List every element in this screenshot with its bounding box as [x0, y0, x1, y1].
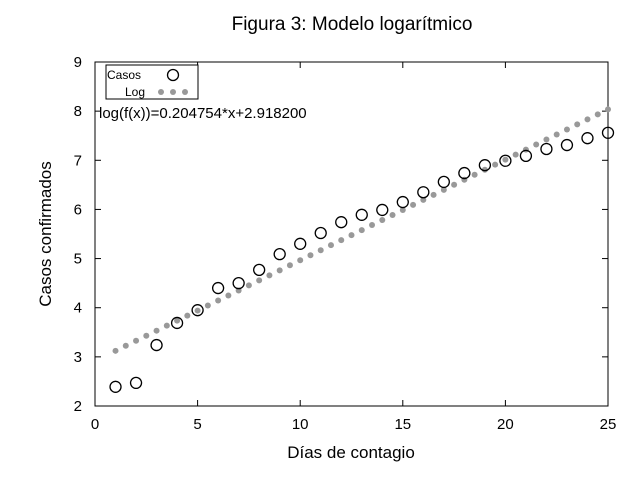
casos-point [499, 154, 512, 167]
casos-point [417, 186, 430, 199]
log-point [163, 322, 170, 329]
legend-label-casos: Casos [107, 68, 141, 82]
log-point [420, 196, 427, 203]
log-point [348, 232, 355, 239]
x-axis-label: Días de contagio [287, 443, 415, 462]
casos-point [396, 195, 409, 209]
casos-point [519, 149, 533, 163]
casos-point [376, 203, 389, 217]
log-point [522, 146, 529, 153]
casos-point [273, 247, 286, 261]
log-point [225, 292, 232, 299]
log-point [379, 217, 386, 224]
casos-point [150, 338, 163, 352]
log-point [471, 171, 478, 178]
log-point [440, 186, 447, 193]
casos-point [540, 142, 553, 156]
log-point [256, 277, 263, 284]
log-point [533, 141, 540, 148]
log-point [605, 106, 611, 113]
log-point [184, 312, 191, 319]
legend-marker-log [182, 89, 188, 95]
legend: Casos Log [105, 64, 199, 100]
x-tick-label: 15 [394, 416, 411, 433]
log-point [174, 317, 181, 324]
x-tick-label: 10 [292, 416, 309, 433]
log-point [481, 166, 488, 173]
log-point [338, 237, 345, 244]
log-point [194, 307, 201, 314]
y-tick-label: 5 [74, 251, 82, 268]
log-point [204, 302, 211, 309]
log-point [410, 201, 417, 208]
casos-point [314, 226, 327, 240]
log-point [122, 342, 129, 349]
log-point [563, 126, 570, 133]
log-point [112, 347, 119, 354]
casos-point [294, 237, 307, 250]
y-tick-label: 3 [74, 349, 82, 366]
log-point [245, 282, 252, 289]
legend-label-log: Log [125, 85, 145, 99]
casos-point [170, 316, 184, 330]
log-point [512, 151, 519, 158]
y-axis-label: Casos confirmados [36, 161, 55, 307]
log-point [286, 262, 293, 269]
log-point [451, 181, 458, 188]
chart-title: Figura 3: Modelo logarítmico [232, 14, 473, 35]
casos-point [129, 376, 143, 390]
log-point [327, 242, 334, 249]
legend-marker-log [170, 89, 176, 95]
y-tick-label: 8 [74, 103, 82, 120]
casos-point [560, 138, 574, 152]
log-point [133, 337, 140, 344]
legend-marker-log [158, 89, 164, 95]
plot-frame [94, 61, 609, 407]
casos-point [355, 208, 368, 221]
casos-point [458, 166, 471, 180]
log-point [594, 111, 601, 118]
log-point [276, 267, 283, 274]
y-tick-label: 2 [74, 398, 82, 415]
y-tick-label: 6 [74, 201, 82, 218]
log-point [543, 136, 550, 143]
y-tick-label: 7 [74, 152, 82, 169]
log-point [307, 252, 314, 259]
casos-point [437, 175, 450, 189]
casos-point [211, 281, 225, 295]
x-tick-label: 0 [91, 416, 99, 433]
log-point [369, 222, 376, 229]
casos-point [601, 126, 615, 139]
log-point [553, 131, 560, 138]
log-point [502, 156, 509, 163]
log-point [143, 332, 150, 339]
log-point [389, 211, 396, 218]
x-tick-label: 5 [193, 416, 201, 433]
log-point [215, 297, 222, 304]
log-point [574, 121, 581, 128]
casos-point [581, 132, 594, 145]
log-point [399, 206, 406, 213]
casos-point [191, 304, 204, 317]
log-point [492, 161, 499, 168]
log-point [317, 247, 324, 254]
x-tick-label: 25 [600, 416, 617, 433]
casos-point [335, 216, 348, 229]
log-point [430, 191, 437, 198]
log-point [584, 116, 591, 123]
casos-point [109, 380, 122, 393]
casos-point [232, 276, 245, 290]
casos-point [253, 263, 266, 277]
log-point [358, 227, 365, 234]
log-point [266, 272, 273, 279]
log-point [153, 327, 160, 334]
x-tick-label: 20 [497, 416, 514, 433]
legend-marker-casos [166, 68, 180, 82]
log-point [297, 257, 304, 264]
y-tick-label: 9 [74, 54, 82, 71]
annotation: log(f(x))=0.204754*x+2.918200 [99, 105, 307, 122]
y-tick-label: 4 [74, 300, 82, 317]
casos-point [478, 159, 492, 172]
